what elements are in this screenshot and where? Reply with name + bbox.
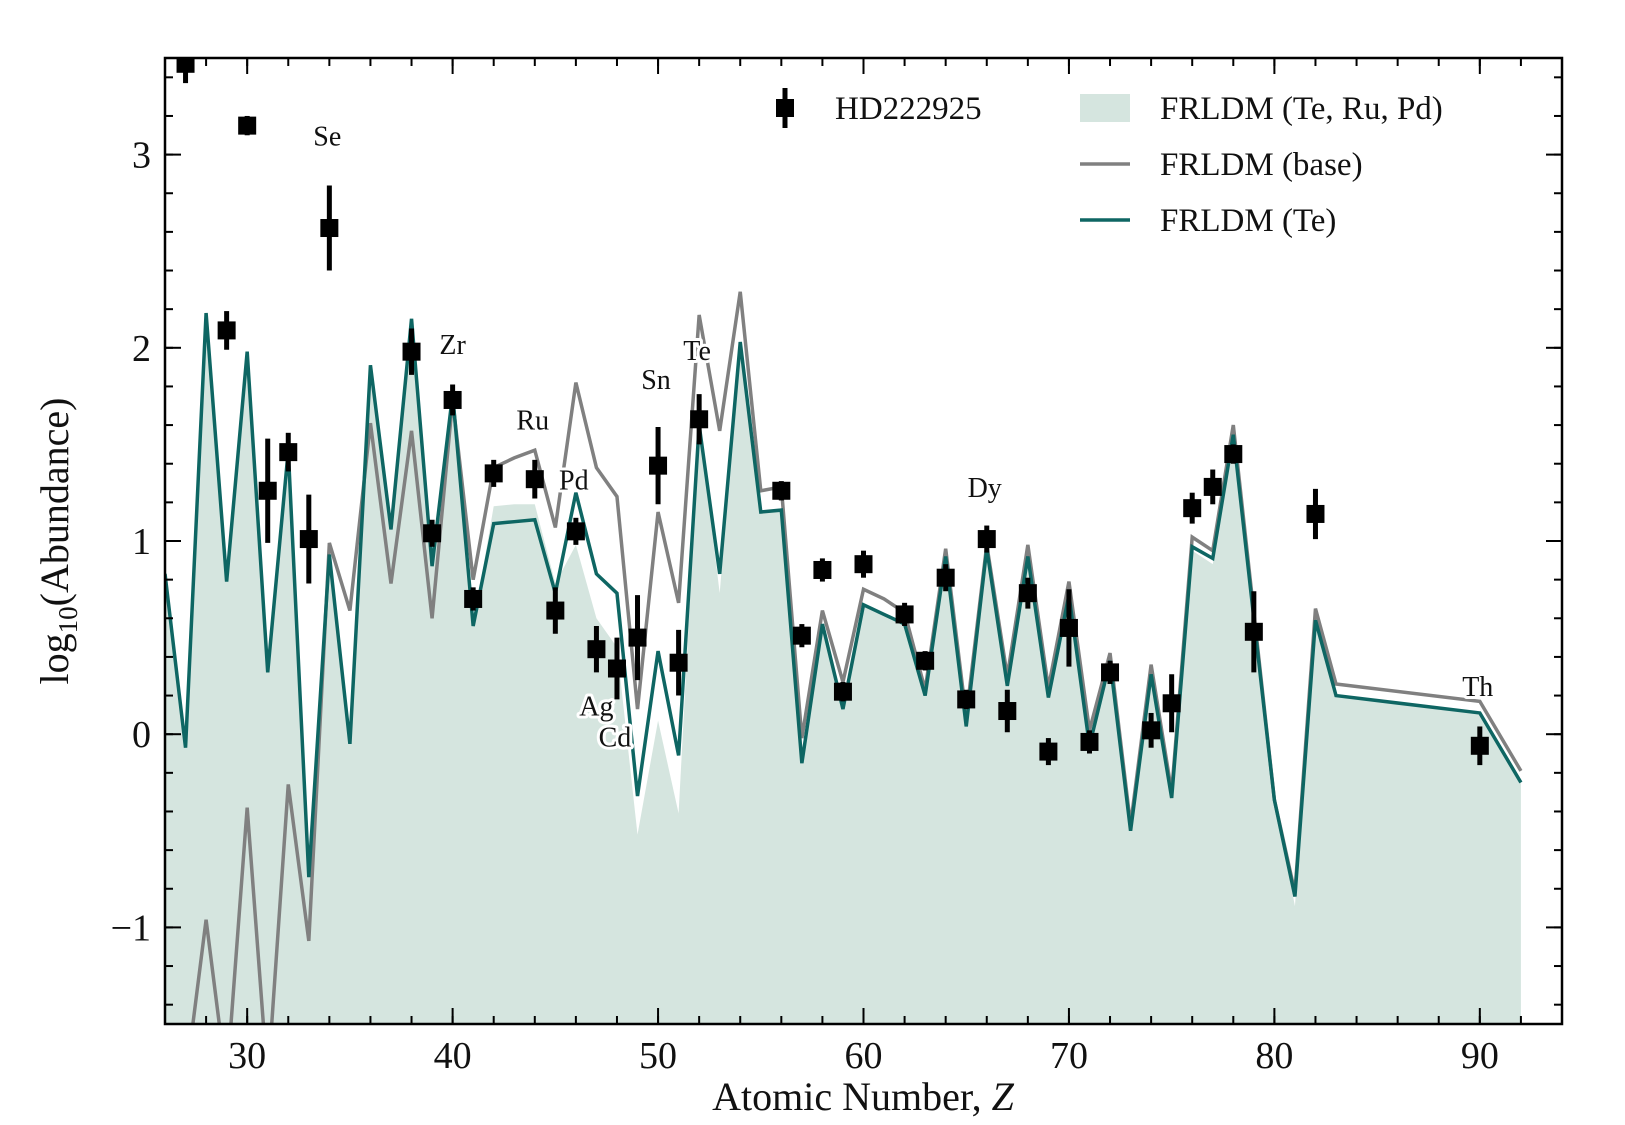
- data-point: [402, 342, 421, 361]
- y-tick-label: 2: [132, 328, 151, 370]
- data-point: [1059, 618, 1078, 637]
- data-point: [1224, 445, 1243, 464]
- data-point: [1101, 663, 1120, 682]
- x-tick-label: 70: [1050, 1035, 1088, 1077]
- element-label: Te: [683, 336, 711, 367]
- element-label: Pd: [559, 465, 589, 496]
- data-point: [628, 628, 647, 647]
- data-point: [1080, 732, 1099, 751]
- x-tick-label: 90: [1461, 1035, 1499, 1077]
- y-tick-label: 1: [132, 521, 151, 563]
- data-point: [854, 555, 873, 574]
- data-point: [1244, 622, 1263, 641]
- x-tick-label: 60: [845, 1035, 883, 1077]
- data-point: [772, 481, 791, 500]
- data-point: [320, 219, 339, 238]
- data-point: [792, 626, 811, 645]
- element-label: Sn: [641, 365, 671, 396]
- data-point: [607, 659, 626, 678]
- legend: FRLDM (Te, Ru, Pd) FRLDM (base) FRLDM (Te)…: [776, 88, 1443, 239]
- y-label-suffix: (Abundance): [32, 398, 77, 607]
- x-tick-label: 50: [639, 1035, 677, 1077]
- data-point: [977, 530, 996, 549]
- area: [165, 313, 1521, 1024]
- data-point: [813, 560, 832, 579]
- element-label: Ag: [579, 692, 613, 723]
- plot-area: [165, 58, 1523, 1024]
- x-axis-label: Atomic Number, Z: [712, 1074, 1014, 1119]
- data-point: [176, 58, 195, 73]
- legend-label: FRLDM (Te, Ru, Pd): [1160, 91, 1443, 127]
- y-label-subscript: 10: [53, 606, 83, 633]
- data-point: [484, 464, 503, 483]
- element-label: Se: [313, 122, 341, 153]
- x-tick-label: 30: [228, 1035, 266, 1077]
- data-point: [1162, 694, 1181, 713]
- legend-label: FRLDM (base): [1160, 147, 1363, 183]
- y-tick-label: 3: [132, 135, 151, 177]
- element-label: Cd: [599, 722, 632, 753]
- data-point: [649, 456, 668, 475]
- x-tick-label: 80: [1255, 1035, 1293, 1077]
- data-point: [1306, 504, 1325, 523]
- data-point: [1142, 721, 1161, 740]
- data-point: [936, 568, 955, 587]
- axes: [163, 56, 1564, 1026]
- data-point: [1203, 477, 1222, 496]
- data-point: [279, 443, 298, 462]
- x-tick-label: 40: [434, 1035, 472, 1077]
- y-tick-label: −1: [111, 907, 151, 949]
- data-point: [669, 653, 688, 672]
- data-point: [546, 601, 565, 620]
- data-point: [587, 640, 606, 659]
- legend-swatch: [776, 99, 794, 117]
- data-point: [1039, 742, 1058, 761]
- legend-swatch: [1080, 94, 1130, 122]
- data-point: [1018, 584, 1037, 603]
- data-point: [690, 410, 709, 429]
- line: [165, 312, 1523, 897]
- y-label-prefix: log: [32, 633, 77, 684]
- element-label: Zr: [439, 330, 466, 361]
- data-point: [1183, 499, 1202, 518]
- data-point: [833, 682, 852, 701]
- x-label-text: Atomic Number,: [712, 1074, 991, 1119]
- legend-label: FRLDM (Te): [1160, 203, 1336, 239]
- data-point: [957, 690, 976, 709]
- data-point: [895, 605, 914, 624]
- data-point: [998, 702, 1017, 721]
- legend-label: HD222925: [835, 91, 982, 127]
- data-point: [217, 321, 236, 340]
- data-point: [299, 530, 318, 549]
- data-point: [258, 481, 277, 500]
- data-point: [566, 522, 585, 541]
- data-point: [464, 589, 483, 608]
- data-point: [1470, 736, 1489, 755]
- data-point: [525, 470, 544, 489]
- y-tick-label: 0: [132, 714, 151, 756]
- element-label: Th: [1462, 672, 1493, 703]
- element-label: Ru: [516, 406, 549, 437]
- element-label: Dy: [968, 473, 1002, 504]
- data-point: [423, 524, 442, 543]
- data-point: [238, 116, 257, 135]
- data-point: [916, 651, 935, 670]
- data-point: [443, 390, 462, 409]
- x-label-symbol: Z: [992, 1074, 1015, 1119]
- y-axis-label: log10(Abundance): [32, 398, 83, 685]
